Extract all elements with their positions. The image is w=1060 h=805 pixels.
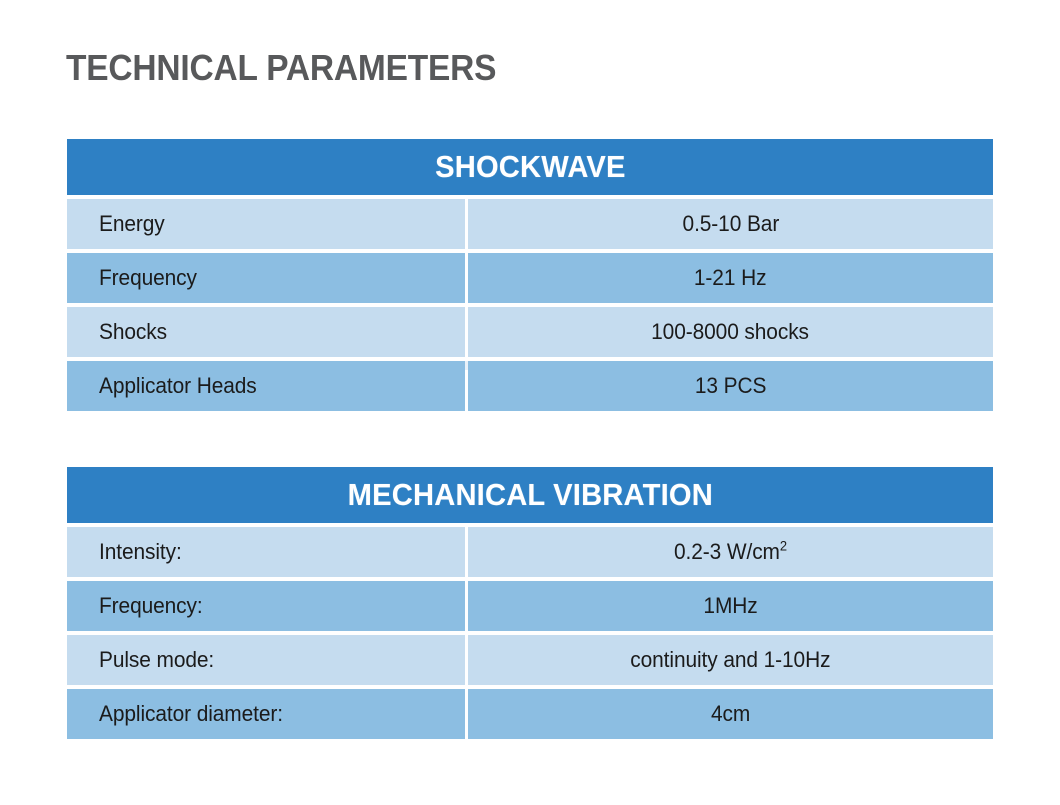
row-value-cell: 13 PCS <box>468 361 993 411</box>
row-value-text: 1MHz <box>703 593 758 618</box>
row-value-cell: continuity and 1-10Hz <box>468 635 993 685</box>
row-value-text: 0.2-3 W/cm2 <box>674 539 787 565</box>
row-label-cell: Energy <box>67 199 465 249</box>
column-divider <box>465 253 468 303</box>
table-row: Energy 0.5-10 Bar <box>67 199 993 249</box>
column-divider <box>465 527 468 577</box>
row-value-cell: 0.5-10 Bar <box>468 199 993 249</box>
table-header-mechanical: MECHANICAL VIBRATION <box>67 467 993 523</box>
row-value-text: 0.5-10 Bar <box>682 211 779 236</box>
column-divider <box>465 307 468 357</box>
row-label-cell: Pulse mode: <box>67 635 465 685</box>
column-divider <box>465 689 468 739</box>
row-value-cell: 100-8000 shocks <box>468 307 993 357</box>
table-row: Applicator diameter: 4cm <box>67 689 993 739</box>
table-row: Frequency 1-21 Hz <box>67 253 993 303</box>
table-row: Frequency: 1MHz <box>67 581 993 631</box>
row-label-text: Shocks <box>99 319 167 344</box>
row-label-text: Applicator diameter: <box>99 701 283 726</box>
row-value-cell: 4cm <box>468 689 993 739</box>
row-value-base: 0.2-3 W/cm <box>673 539 780 564</box>
row-value-cell: 0.2-3 W/cm2 <box>468 527 993 577</box>
row-label-cell: Frequency <box>67 253 465 303</box>
row-value-text: continuity and 1-10Hz <box>630 647 831 672</box>
row-label-text: Frequency: <box>99 593 203 618</box>
row-label-text: Energy <box>99 211 165 236</box>
column-divider <box>465 581 468 631</box>
row-label-text: Applicator Heads <box>99 373 257 398</box>
table-row: Applicator Heads 13 PCS <box>67 361 993 411</box>
row-label-text: Intensity: <box>99 539 182 564</box>
column-divider <box>465 635 468 685</box>
table-header-shockwave: SHOCKWAVE <box>67 139 993 195</box>
table-header-title: SHOCKWAVE <box>434 149 626 184</box>
column-divider <box>465 361 468 370</box>
row-label-cell: Frequency: <box>67 581 465 631</box>
spec-table-mechanical: MECHANICAL VIBRATION Intensity: 0.2-3 W/… <box>67 467 993 739</box>
row-label-cell: Applicator diameter: <box>67 689 465 739</box>
table-header-title: MECHANICAL VIBRATION <box>347 477 713 512</box>
spec-table-shockwave: SHOCKWAVE Energy 0.5-10 Bar Frequency 1-… <box>67 139 993 411</box>
page-title: TECHNICAL PARAMETERS <box>66 47 497 88</box>
row-value-superscript: 2 <box>779 538 787 554</box>
row-value-text: 13 PCS <box>694 373 767 398</box>
row-value-text: 1-21 Hz <box>694 265 767 290</box>
row-value-cell: 1-21 Hz <box>468 253 993 303</box>
row-value-cell: 1MHz <box>468 581 993 631</box>
table-row: Shocks 100-8000 shocks <box>67 307 993 357</box>
row-label-text: Pulse mode: <box>99 647 215 672</box>
table-body-shockwave: Energy 0.5-10 Bar Frequency 1-21 Hz Shoc… <box>67 199 993 411</box>
row-value-text: 4cm <box>710 701 751 726</box>
table-row: Intensity: 0.2-3 W/cm2 <box>67 527 993 577</box>
table-row: Pulse mode: continuity and 1-10Hz <box>67 635 993 685</box>
row-label-cell: Applicator Heads <box>67 361 465 411</box>
row-label-cell: Shocks <box>67 307 465 357</box>
row-value-text: 100-8000 shocks <box>651 319 810 344</box>
row-label-text: Frequency <box>99 265 197 290</box>
column-divider <box>465 199 468 249</box>
row-label-cell: Intensity: <box>67 527 465 577</box>
table-body-mechanical: Intensity: 0.2-3 W/cm2 Frequency: 1MHz P… <box>67 527 993 739</box>
